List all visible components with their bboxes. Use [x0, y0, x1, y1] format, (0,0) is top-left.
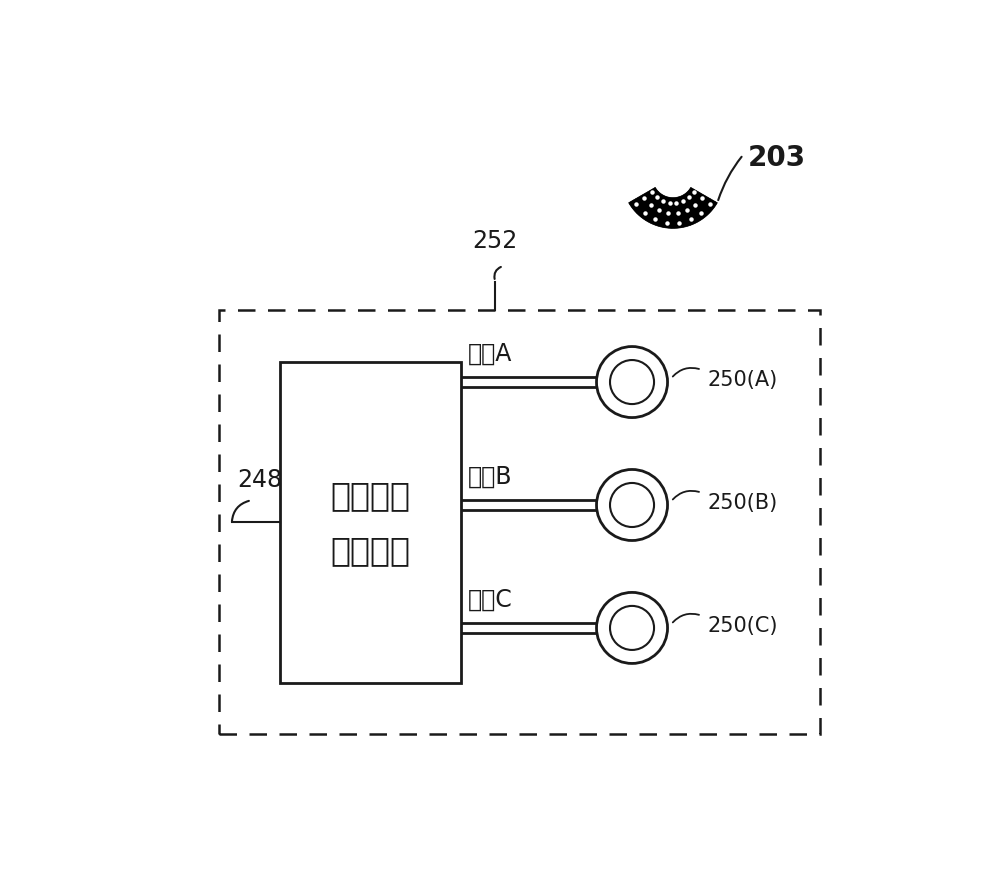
Circle shape: [610, 484, 654, 527]
Text: 无线功率: 无线功率: [331, 478, 411, 512]
Text: 环跪C: 环跪C: [468, 587, 513, 611]
Text: 环跪A: 环跪A: [468, 342, 512, 366]
Text: 环跪B: 环跪B: [468, 464, 513, 488]
Circle shape: [610, 361, 654, 405]
Text: 250(A): 250(A): [707, 369, 777, 389]
Bar: [280, 362, 461, 683]
Text: 252: 252: [473, 229, 518, 253]
Text: 248: 248: [237, 468, 282, 492]
Text: 203: 203: [748, 144, 806, 172]
Text: 250(B): 250(B): [707, 492, 777, 512]
Polygon shape: [629, 188, 717, 229]
Text: 充电模块: 充电模块: [331, 533, 411, 566]
Circle shape: [610, 606, 654, 650]
Text: 250(C): 250(C): [707, 615, 778, 634]
Polygon shape: [629, 188, 717, 229]
